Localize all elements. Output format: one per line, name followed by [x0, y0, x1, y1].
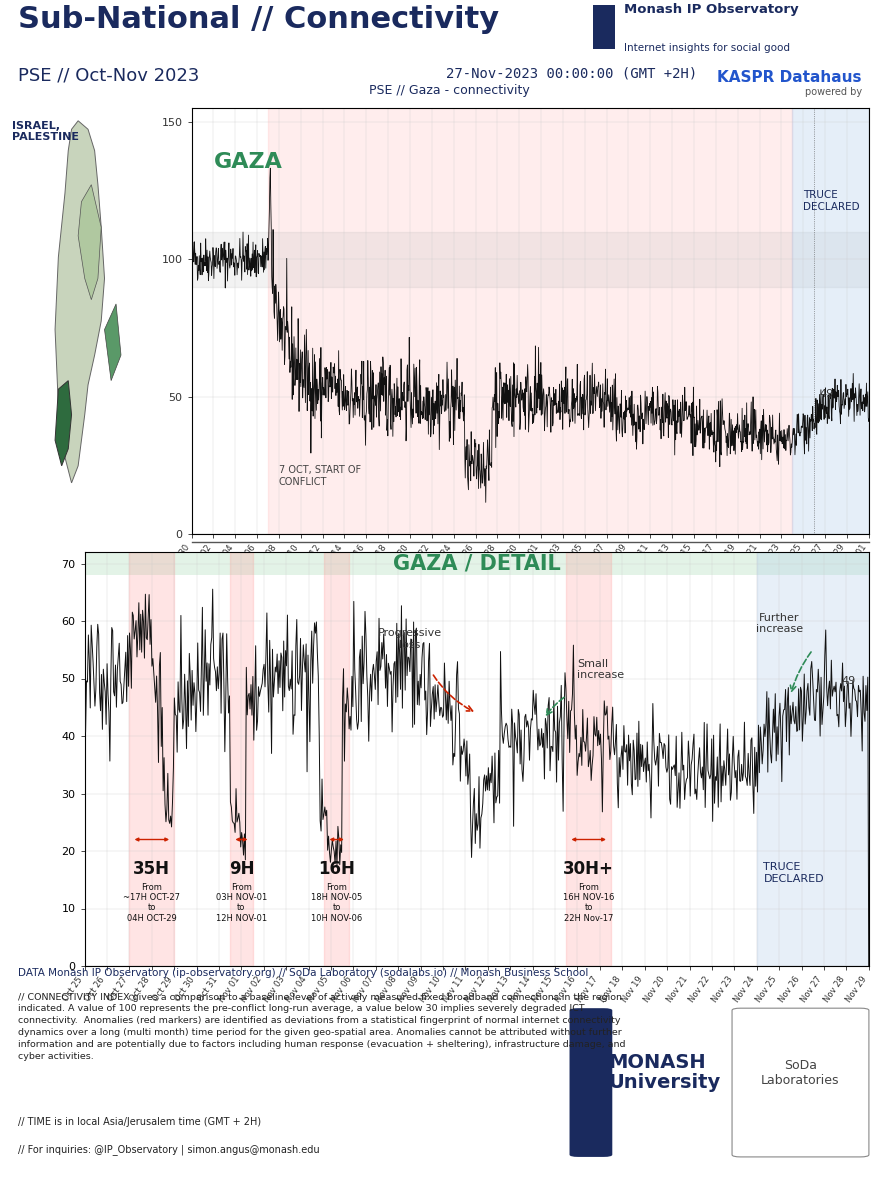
Text: PSE // Oct-Nov 2023: PSE // Oct-Nov 2023	[18, 67, 200, 85]
Bar	[268, 108, 792, 534]
Polygon shape	[78, 185, 102, 300]
Text: 35H: 35H	[134, 859, 170, 877]
Text: 27-Nov-2023 00:00:00 (GMT +2H): 27-Nov-2023 00:00:00 (GMT +2H)	[446, 67, 697, 80]
Text: From
~17H OCT-27
to
04H OCT-29: From ~17H OCT-27 to 04H OCT-29	[123, 883, 180, 923]
Text: 2023: 2023	[840, 619, 869, 630]
Text: 49: 49	[820, 389, 834, 398]
FancyBboxPatch shape	[732, 1008, 869, 1157]
Text: From
18H NOV-05
to
10H NOV-06: From 18H NOV-05 to 10H NOV-06	[311, 883, 363, 923]
Text: 30H+: 30H+	[563, 859, 614, 877]
Text: TRUCE
DECLARED: TRUCE DECLARED	[764, 863, 824, 884]
Bar	[129, 552, 175, 966]
Bar	[593, 5, 615, 48]
Bar	[230, 552, 253, 966]
Bar	[756, 552, 869, 966]
FancyBboxPatch shape	[569, 1008, 612, 1157]
Text: KASPR Datahaus: KASPR Datahaus	[717, 70, 862, 84]
Text: Further
increase: Further increase	[756, 613, 803, 635]
Text: // CONNECTIVITY INDEX gives a comparison to a baseline level of actively measure: // CONNECTIVITY INDEX gives a comparison…	[18, 992, 625, 1061]
Text: Small
increase: Small increase	[577, 659, 625, 680]
Text: MONASH
University: MONASH University	[608, 1052, 720, 1092]
Text: Internet insights for social good: Internet insights for social good	[624, 43, 789, 53]
Text: 49: 49	[842, 677, 856, 686]
Text: ISRAEL,
PALESTINE: ISRAEL, PALESTINE	[12, 121, 79, 143]
Text: PSE // Gaza - connectivity: PSE // Gaza - connectivity	[369, 84, 529, 97]
Text: // For inquiries: @IP_Observatory | simon.angus@monash.edu: // For inquiries: @IP_Observatory | simo…	[18, 1144, 320, 1154]
Text: 7 OCT, START OF
CONFLICT: 7 OCT, START OF CONFLICT	[279, 464, 361, 486]
Text: 9H: 9H	[229, 859, 254, 877]
Text: 2023: 2023	[840, 1069, 869, 1080]
Text: powered by: powered by	[805, 88, 862, 97]
Text: From
16H NOV-16
to
22H Nov-17: From 16H NOV-16 to 22H Nov-17	[563, 883, 615, 923]
Text: Sub-National // Connectivity: Sub-National // Connectivity	[18, 6, 499, 35]
Text: // TIME is in local Asia/Jerusalem time (GMT + 2H): // TIME is in local Asia/Jerusalem time …	[18, 1117, 261, 1127]
Text: GAZA / DETAIL: GAZA / DETAIL	[393, 553, 560, 574]
Polygon shape	[104, 304, 121, 380]
Bar	[192, 232, 869, 287]
Bar	[567, 552, 611, 966]
Bar	[792, 108, 869, 534]
Text: SoDa
Laboratories: SoDa Laboratories	[761, 1058, 839, 1086]
Text: Monash IP Observatory: Monash IP Observatory	[624, 4, 798, 17]
Text: Progressive
loss: Progressive loss	[378, 628, 442, 649]
Polygon shape	[55, 121, 104, 482]
Text: DATA Monash IP Observatory (ip-observatory.org) // SoDa Laboratory (sodalabs.io): DATA Monash IP Observatory (ip-observato…	[18, 968, 588, 978]
Text: TRUCE
DECLARED: TRUCE DECLARED	[803, 190, 860, 211]
Bar	[324, 552, 349, 966]
Text: GAZA: GAZA	[214, 152, 282, 173]
Polygon shape	[55, 380, 71, 466]
Text: 16H: 16H	[318, 859, 356, 877]
Text: From
03H NOV-01
to
12H NOV-01: From 03H NOV-01 to 12H NOV-01	[216, 883, 267, 923]
Polygon shape	[85, 552, 869, 575]
